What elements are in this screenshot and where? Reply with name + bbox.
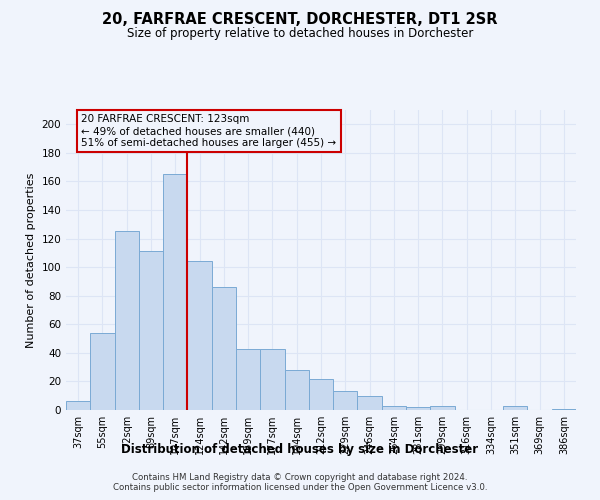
Bar: [430, 406, 455, 410]
Bar: [260, 348, 284, 410]
Text: Contains public sector information licensed under the Open Government Licence v3: Contains public sector information licen…: [113, 482, 487, 492]
Bar: [115, 232, 139, 410]
Bar: [163, 174, 187, 410]
Bar: [236, 348, 260, 410]
Bar: [358, 396, 382, 410]
Bar: [382, 406, 406, 410]
Bar: [90, 333, 115, 410]
Bar: [333, 392, 358, 410]
Text: Distribution of detached houses by size in Dorchester: Distribution of detached houses by size …: [121, 442, 479, 456]
Bar: [284, 370, 309, 410]
Bar: [503, 406, 527, 410]
Bar: [309, 378, 333, 410]
Bar: [66, 402, 90, 410]
Bar: [552, 408, 576, 410]
Bar: [187, 262, 212, 410]
Text: 20, FARFRAE CRESCENT, DORCHESTER, DT1 2SR: 20, FARFRAE CRESCENT, DORCHESTER, DT1 2S…: [102, 12, 498, 28]
Text: Contains HM Land Registry data © Crown copyright and database right 2024.: Contains HM Land Registry data © Crown c…: [132, 472, 468, 482]
Text: Size of property relative to detached houses in Dorchester: Size of property relative to detached ho…: [127, 28, 473, 40]
Bar: [406, 407, 430, 410]
Text: 20 FARFRAE CRESCENT: 123sqm
← 49% of detached houses are smaller (440)
51% of se: 20 FARFRAE CRESCENT: 123sqm ← 49% of det…: [82, 114, 337, 148]
Bar: [139, 252, 163, 410]
Bar: [212, 287, 236, 410]
Y-axis label: Number of detached properties: Number of detached properties: [26, 172, 36, 348]
